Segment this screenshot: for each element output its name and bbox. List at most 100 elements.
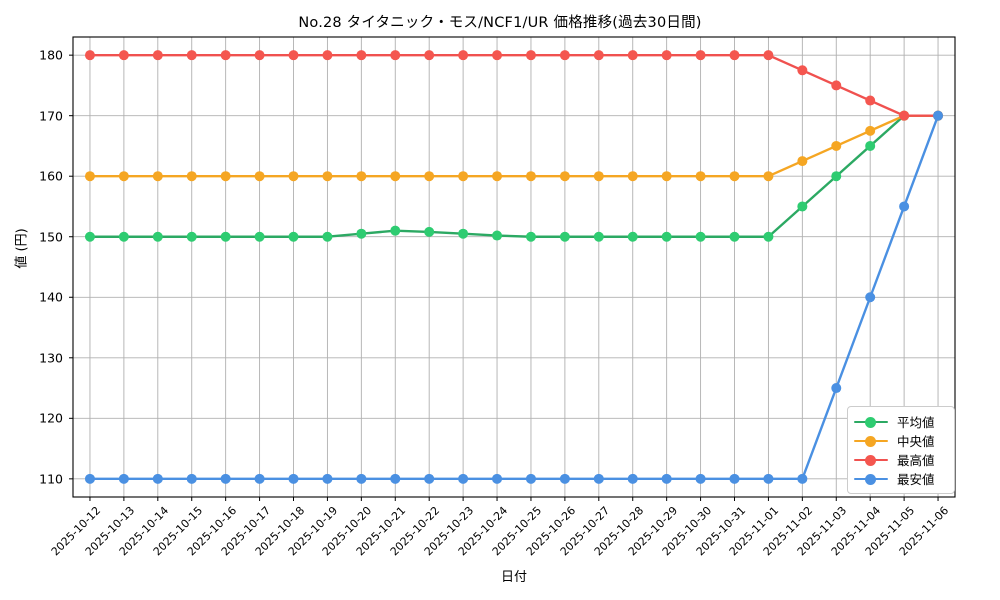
series-line-2	[88, 53, 940, 117]
data-point	[593, 473, 604, 484]
data-point	[220, 50, 231, 61]
data-point	[865, 125, 876, 136]
data-point	[254, 50, 265, 61]
data-point	[661, 50, 672, 61]
data-point	[525, 50, 536, 61]
data-point	[288, 473, 299, 484]
data-point	[695, 231, 706, 242]
data-point	[356, 50, 367, 61]
data-point	[322, 473, 333, 484]
data-point	[559, 231, 570, 242]
data-point	[492, 171, 503, 182]
data-point	[695, 50, 706, 61]
data-point	[831, 140, 842, 151]
grid-lines	[73, 37, 955, 497]
data-point	[899, 201, 910, 212]
data-point	[831, 383, 842, 394]
data-point	[288, 231, 299, 242]
data-point	[661, 231, 672, 242]
legend-swatch-icon	[854, 453, 888, 467]
data-point	[797, 156, 808, 167]
data-point	[763, 50, 774, 61]
data-point	[831, 80, 842, 91]
legend-item-2[interactable]: 最高値	[854, 450, 946, 469]
legend-label: 最高値	[897, 453, 935, 468]
data-point	[661, 171, 672, 182]
data-point	[84, 473, 95, 484]
data-point	[288, 50, 299, 61]
data-point	[899, 110, 910, 121]
data-point	[525, 473, 536, 484]
data-point	[492, 473, 503, 484]
data-point	[152, 50, 163, 61]
data-point	[152, 171, 163, 182]
data-point	[525, 171, 536, 182]
data-point	[627, 231, 638, 242]
data-point	[695, 171, 706, 182]
data-point	[933, 110, 944, 121]
data-point	[322, 171, 333, 182]
data-point	[390, 171, 401, 182]
data-point	[288, 171, 299, 182]
data-point	[593, 171, 604, 182]
data-point	[458, 171, 469, 182]
data-point	[797, 65, 808, 76]
data-point	[118, 231, 129, 242]
data-point	[118, 50, 129, 61]
chart-legend: 平均値中央値最高値 最安値	[847, 406, 955, 494]
y-tick-label: 120	[39, 410, 63, 426]
data-point	[458, 473, 469, 484]
legend-item-3[interactable]: 最安値	[854, 469, 946, 488]
data-point	[322, 50, 333, 61]
data-point	[322, 231, 333, 242]
data-point	[661, 473, 672, 484]
data-point	[865, 292, 876, 303]
legend-label: 中央値	[897, 434, 935, 449]
data-point	[729, 171, 740, 182]
data-point	[118, 171, 129, 182]
data-point	[763, 473, 774, 484]
data-point	[84, 50, 95, 61]
data-point	[220, 473, 231, 484]
data-point	[390, 225, 401, 236]
data-point	[424, 171, 435, 182]
legend-swatch-icon	[854, 434, 888, 448]
data-point	[763, 171, 774, 182]
data-point	[627, 473, 638, 484]
data-point	[356, 228, 367, 239]
data-point	[729, 473, 740, 484]
data-point	[593, 231, 604, 242]
legend-item-0[interactable]: 平均値	[854, 412, 946, 431]
data-point	[424, 473, 435, 484]
data-point	[186, 171, 197, 182]
data-point	[254, 473, 265, 484]
data-point	[797, 201, 808, 212]
data-point	[424, 50, 435, 61]
data-point	[84, 231, 95, 242]
data-point	[627, 50, 638, 61]
data-point	[220, 231, 231, 242]
data-point	[458, 50, 469, 61]
legend-item-1[interactable]: 中央値	[854, 431, 946, 450]
y-tick-label: 150	[39, 229, 63, 245]
data-point	[356, 473, 367, 484]
data-point	[152, 231, 163, 242]
data-point	[424, 226, 435, 237]
data-point	[84, 171, 95, 182]
data-point	[729, 50, 740, 61]
data-point	[763, 231, 774, 242]
data-point	[254, 231, 265, 242]
series-line-0	[88, 114, 940, 238]
legend-label: 平均値	[897, 415, 935, 430]
data-point	[152, 473, 163, 484]
data-point	[186, 50, 197, 61]
data-point	[865, 140, 876, 151]
data-point	[186, 231, 197, 242]
legend-swatch-icon	[854, 415, 888, 429]
data-point	[458, 228, 469, 239]
y-tick-label: 180	[39, 47, 63, 63]
data-point	[390, 473, 401, 484]
data-series-group	[84, 50, 944, 484]
